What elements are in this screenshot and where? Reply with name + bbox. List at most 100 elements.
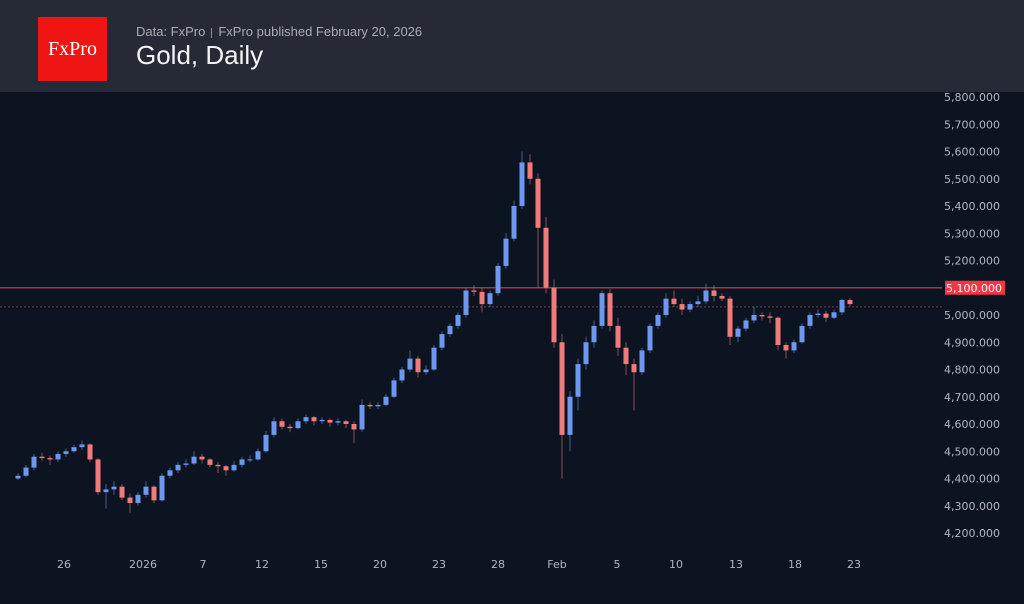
y-tick-label: 4,200.000 — [944, 527, 1000, 540]
y-tick-label: 5,000.000 — [944, 309, 1000, 322]
candle-up — [695, 301, 701, 305]
candle-up — [303, 417, 309, 422]
x-tick-label: 12 — [255, 558, 269, 571]
y-tick-label: 5,300.000 — [944, 227, 1000, 240]
candle-down — [351, 424, 357, 430]
candle-up — [647, 325, 653, 351]
candle-down — [279, 421, 285, 427]
candle-down — [127, 497, 133, 504]
candlestick-chart[interactable]: 4,200.000 4,300.000 4,400.000 4,500.000 4,60… — [0, 92, 1024, 604]
candle-up — [567, 396, 573, 435]
candle-up — [583, 342, 589, 365]
candle-up — [55, 453, 61, 460]
candle-up — [255, 451, 261, 460]
x-tick-label: 23 — [432, 558, 446, 571]
candle-up — [383, 396, 389, 405]
x-tick-label: 5 — [614, 558, 621, 571]
candle-down — [823, 313, 829, 318]
y-tick-label: 5,800.000 — [944, 92, 1000, 104]
candle-up — [455, 315, 461, 326]
candle-down — [615, 325, 621, 348]
candle-up — [375, 404, 381, 407]
candle-up — [815, 313, 821, 315]
candle-down — [327, 419, 333, 423]
candle-up — [175, 464, 181, 471]
candle-up — [743, 320, 749, 329]
candle-down — [847, 300, 853, 305]
level-price-badge — [945, 280, 1005, 295]
candle-down — [367, 404, 373, 407]
candle-down — [343, 421, 349, 424]
candle-up — [639, 350, 645, 373]
y-tick-label: 4,700.000 — [944, 391, 1000, 404]
candle-up — [487, 293, 493, 305]
candle-up — [447, 325, 453, 335]
candle-up — [599, 293, 605, 326]
candle-down — [559, 342, 565, 435]
y-tick-label: 4,300.000 — [944, 500, 1000, 513]
candle-up — [463, 290, 469, 315]
logo-text: FxPro — [48, 37, 97, 60]
candle-up — [703, 290, 709, 302]
x-tick-label: 10 — [669, 558, 683, 571]
candle-up — [335, 421, 341, 423]
y-tick-label: 5,400.000 — [944, 200, 1000, 213]
subtitle: Data: FxPro FxPro published February 20, … — [136, 24, 422, 39]
candle-down — [47, 458, 53, 460]
candle-down — [711, 290, 717, 296]
y-tick-label: 4,500.000 — [944, 445, 1000, 458]
candle-up — [431, 347, 437, 370]
candle-up — [295, 421, 301, 429]
candle-up — [143, 486, 149, 495]
candle-up — [799, 325, 805, 343]
candle-up — [191, 456, 197, 464]
candle-up — [239, 459, 245, 465]
candle-down — [607, 293, 613, 326]
candle-down — [527, 162, 533, 179]
candle-down — [551, 287, 557, 343]
candle-down — [119, 486, 125, 498]
candle-down — [311, 417, 317, 422]
candle-up — [231, 464, 237, 471]
candle-up — [31, 456, 37, 468]
candle-up — [751, 315, 757, 321]
candle-down — [759, 315, 765, 317]
separator — [211, 27, 213, 38]
x-tick-label: 26 — [57, 558, 71, 571]
candle-up — [271, 421, 277, 435]
candle-up — [575, 364, 581, 397]
x-tick-label: 23 — [847, 558, 861, 571]
candle-up — [839, 300, 845, 313]
x-tick-label: 18 — [788, 558, 802, 571]
candle-down — [223, 466, 229, 471]
candle-down — [415, 358, 421, 373]
candle-up — [495, 265, 501, 294]
fxpro-logo: FxPro — [38, 17, 107, 81]
candle-down — [783, 344, 789, 351]
x-tick-label: 13 — [729, 558, 743, 571]
candle-down — [767, 316, 773, 318]
x-tick-label: 20 — [373, 558, 387, 571]
chart-title: Gold, Daily — [136, 40, 264, 70]
x-tick-label: 28 — [491, 558, 505, 571]
y-tick-label: 4,400.000 — [944, 473, 1000, 486]
x-tick-label: 2026 — [129, 558, 157, 571]
y-tick-label: 4,900.000 — [944, 336, 1000, 349]
y-tick-label: 5,500.000 — [944, 173, 1000, 186]
candle-up — [71, 447, 77, 452]
candle-up — [439, 334, 445, 348]
candle-up — [183, 463, 189, 465]
candle-up — [111, 486, 117, 490]
candle-down — [199, 456, 205, 460]
candle-down — [679, 304, 685, 310]
candle-up — [263, 434, 269, 452]
candle-up — [831, 312, 837, 318]
candle-down — [471, 290, 477, 292]
x-tick-label: 15 — [314, 558, 328, 571]
y-tick-label: 4,600.000 — [944, 418, 1000, 431]
candle-up — [791, 342, 797, 351]
x-tick-label: Feb — [547, 558, 566, 571]
candle-down — [727, 298, 733, 337]
candle-down — [151, 486, 157, 501]
candle-down — [207, 459, 213, 465]
